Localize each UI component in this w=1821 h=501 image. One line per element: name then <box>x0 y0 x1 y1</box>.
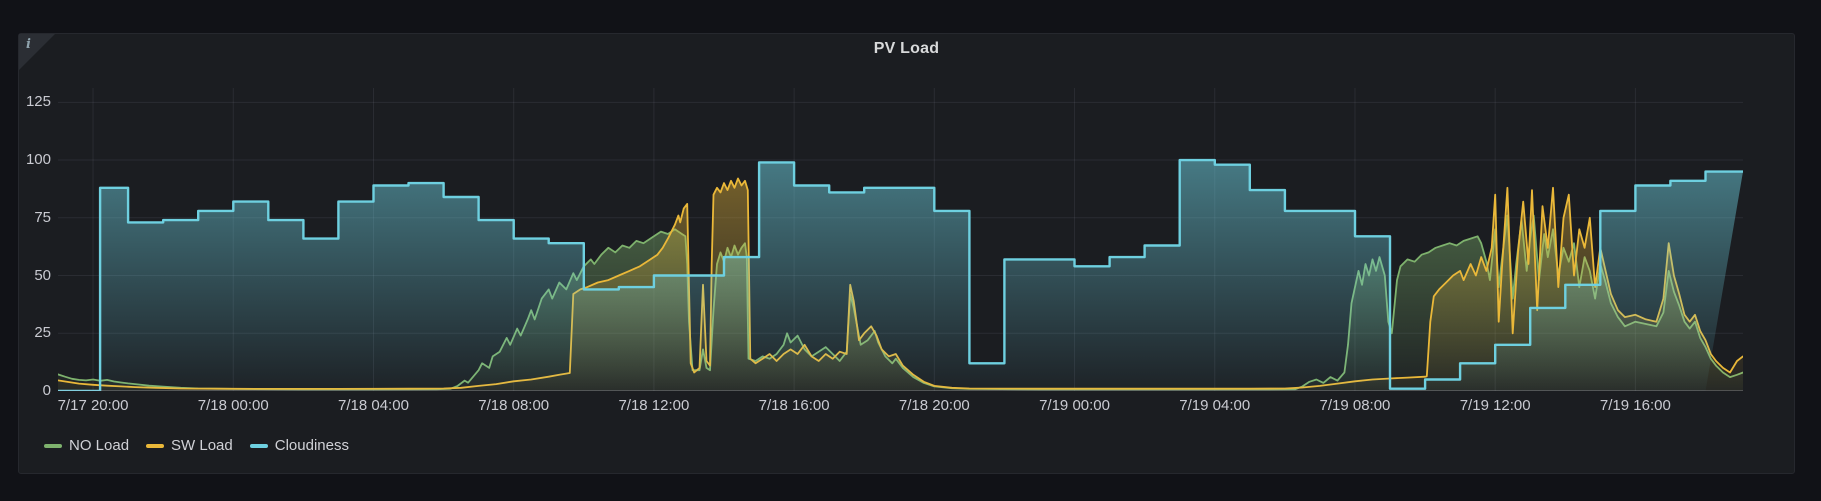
x-tick-label: 7/19 00:00 <box>1039 397 1110 414</box>
y-tick-label: 125 <box>25 93 51 111</box>
x-tick-label: 7/17 20:00 <box>57 397 129 414</box>
y-tick-label: 75 <box>34 208 51 226</box>
legend-item-sw-load[interactable]: SW Load <box>146 437 233 454</box>
pv-load-panel: i PV Load 0 25 50 75 100 125 7/17 20:00 7/18 0… <box>18 33 1795 474</box>
y-tick-label: 50 <box>34 266 51 284</box>
x-tick-label: 7/19 08:00 <box>1319 397 1391 414</box>
x-tick-label: 7/18 12:00 <box>618 397 690 414</box>
x-tick-label: 7/19 16:00 <box>1599 397 1671 414</box>
x-tick-label: 7/18 00:00 <box>197 397 269 414</box>
y-tick-label: 25 <box>34 324 51 342</box>
x-tick-label: 7/18 08:00 <box>478 397 550 414</box>
legend: NO Load SW Load Cloudiness <box>44 437 366 454</box>
x-tick-label: 7/18 16:00 <box>758 397 830 414</box>
legend-item-no-load[interactable]: NO Load <box>44 437 129 454</box>
x-tick-label: 7/19 12:00 <box>1459 397 1531 414</box>
legend-item-cloudiness[interactable]: Cloudiness <box>249 437 349 454</box>
info-icon[interactable]: i <box>26 37 31 52</box>
panel-title[interactable]: PV Load <box>873 40 940 57</box>
y-tick-label: 0 <box>42 382 51 399</box>
panel-info-corner[interactable] <box>19 34 55 70</box>
legend-label: Cloudiness <box>274 437 349 454</box>
chart-area[interactable] <box>58 88 1743 391</box>
cloudiness-line <box>58 158 1743 391</box>
chart-svg[interactable] <box>58 88 1743 391</box>
legend-swatch-sw-load <box>146 443 165 448</box>
legend-swatch-cloudiness <box>249 443 268 448</box>
legend-swatch-no-load <box>44 443 62 448</box>
x-tick-label: 7/19 04:00 <box>1179 397 1251 414</box>
y-tick-label: 100 <box>25 151 51 169</box>
x-tick-label: 7/18 20:00 <box>898 397 970 414</box>
legend-label: SW Load <box>171 437 233 454</box>
legend-label: NO Load <box>69 437 130 454</box>
x-tick-label: 7/18 04:00 <box>338 397 409 414</box>
cloudiness-area <box>58 160 1743 391</box>
